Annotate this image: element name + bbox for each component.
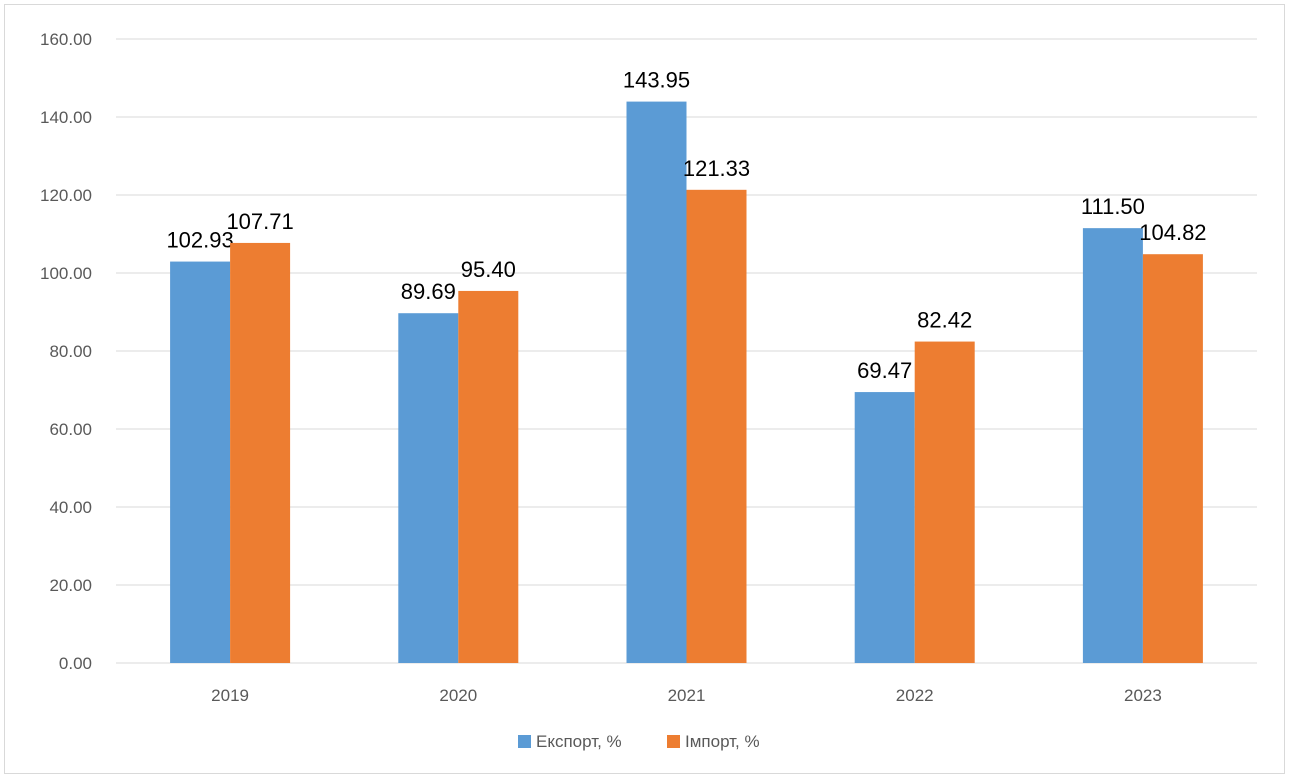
x-tick-label: 2019 <box>211 686 249 705</box>
data-label: 82.42 <box>917 308 972 333</box>
y-tick-label: 0.00 <box>59 654 92 673</box>
data-label: 111.50 <box>1081 194 1145 219</box>
y-tick-label: 20.00 <box>49 576 92 595</box>
y-tick-label: 120.00 <box>40 186 92 205</box>
bar-import-2021 <box>686 189 747 664</box>
bar-import-2019 <box>230 242 291 663</box>
y-tick-label: 160.00 <box>40 30 92 49</box>
data-label: 95.40 <box>461 257 516 282</box>
legend-label: Імпорт, % <box>685 732 760 751</box>
data-label: 89.69 <box>401 279 456 304</box>
data-label: 107.71 <box>226 209 293 234</box>
y-tick-label: 100.00 <box>40 264 92 283</box>
bar-import-2023 <box>1142 254 1203 663</box>
y-tick-label: 60.00 <box>49 420 92 439</box>
x-tick-label: 2020 <box>439 686 477 705</box>
data-label: 104.82 <box>1139 220 1206 245</box>
bar-export-2023 <box>1082 228 1143 663</box>
data-label: 143.95 <box>623 68 690 93</box>
legend-swatch <box>667 735 680 748</box>
y-tick-label: 40.00 <box>49 498 92 517</box>
legend-label: Експорт, % <box>536 732 622 751</box>
bar-import-2020 <box>458 290 519 663</box>
bar-export-2019 <box>170 261 231 663</box>
x-tick-label: 2022 <box>896 686 934 705</box>
data-label: 102.93 <box>166 228 233 253</box>
x-tick-label: 2023 <box>1124 686 1162 705</box>
bar-import-2022 <box>914 341 975 663</box>
bar-export-2021 <box>626 101 687 664</box>
y-tick-label: 80.00 <box>49 342 92 361</box>
y-tick-label: 140.00 <box>40 108 92 127</box>
data-label: 121.33 <box>683 156 750 181</box>
data-label: 69.47 <box>857 358 912 383</box>
x-tick-label: 2021 <box>668 686 706 705</box>
legend-swatch <box>518 735 531 748</box>
bar-export-2020 <box>398 313 459 663</box>
bar-export-2022 <box>854 392 915 663</box>
